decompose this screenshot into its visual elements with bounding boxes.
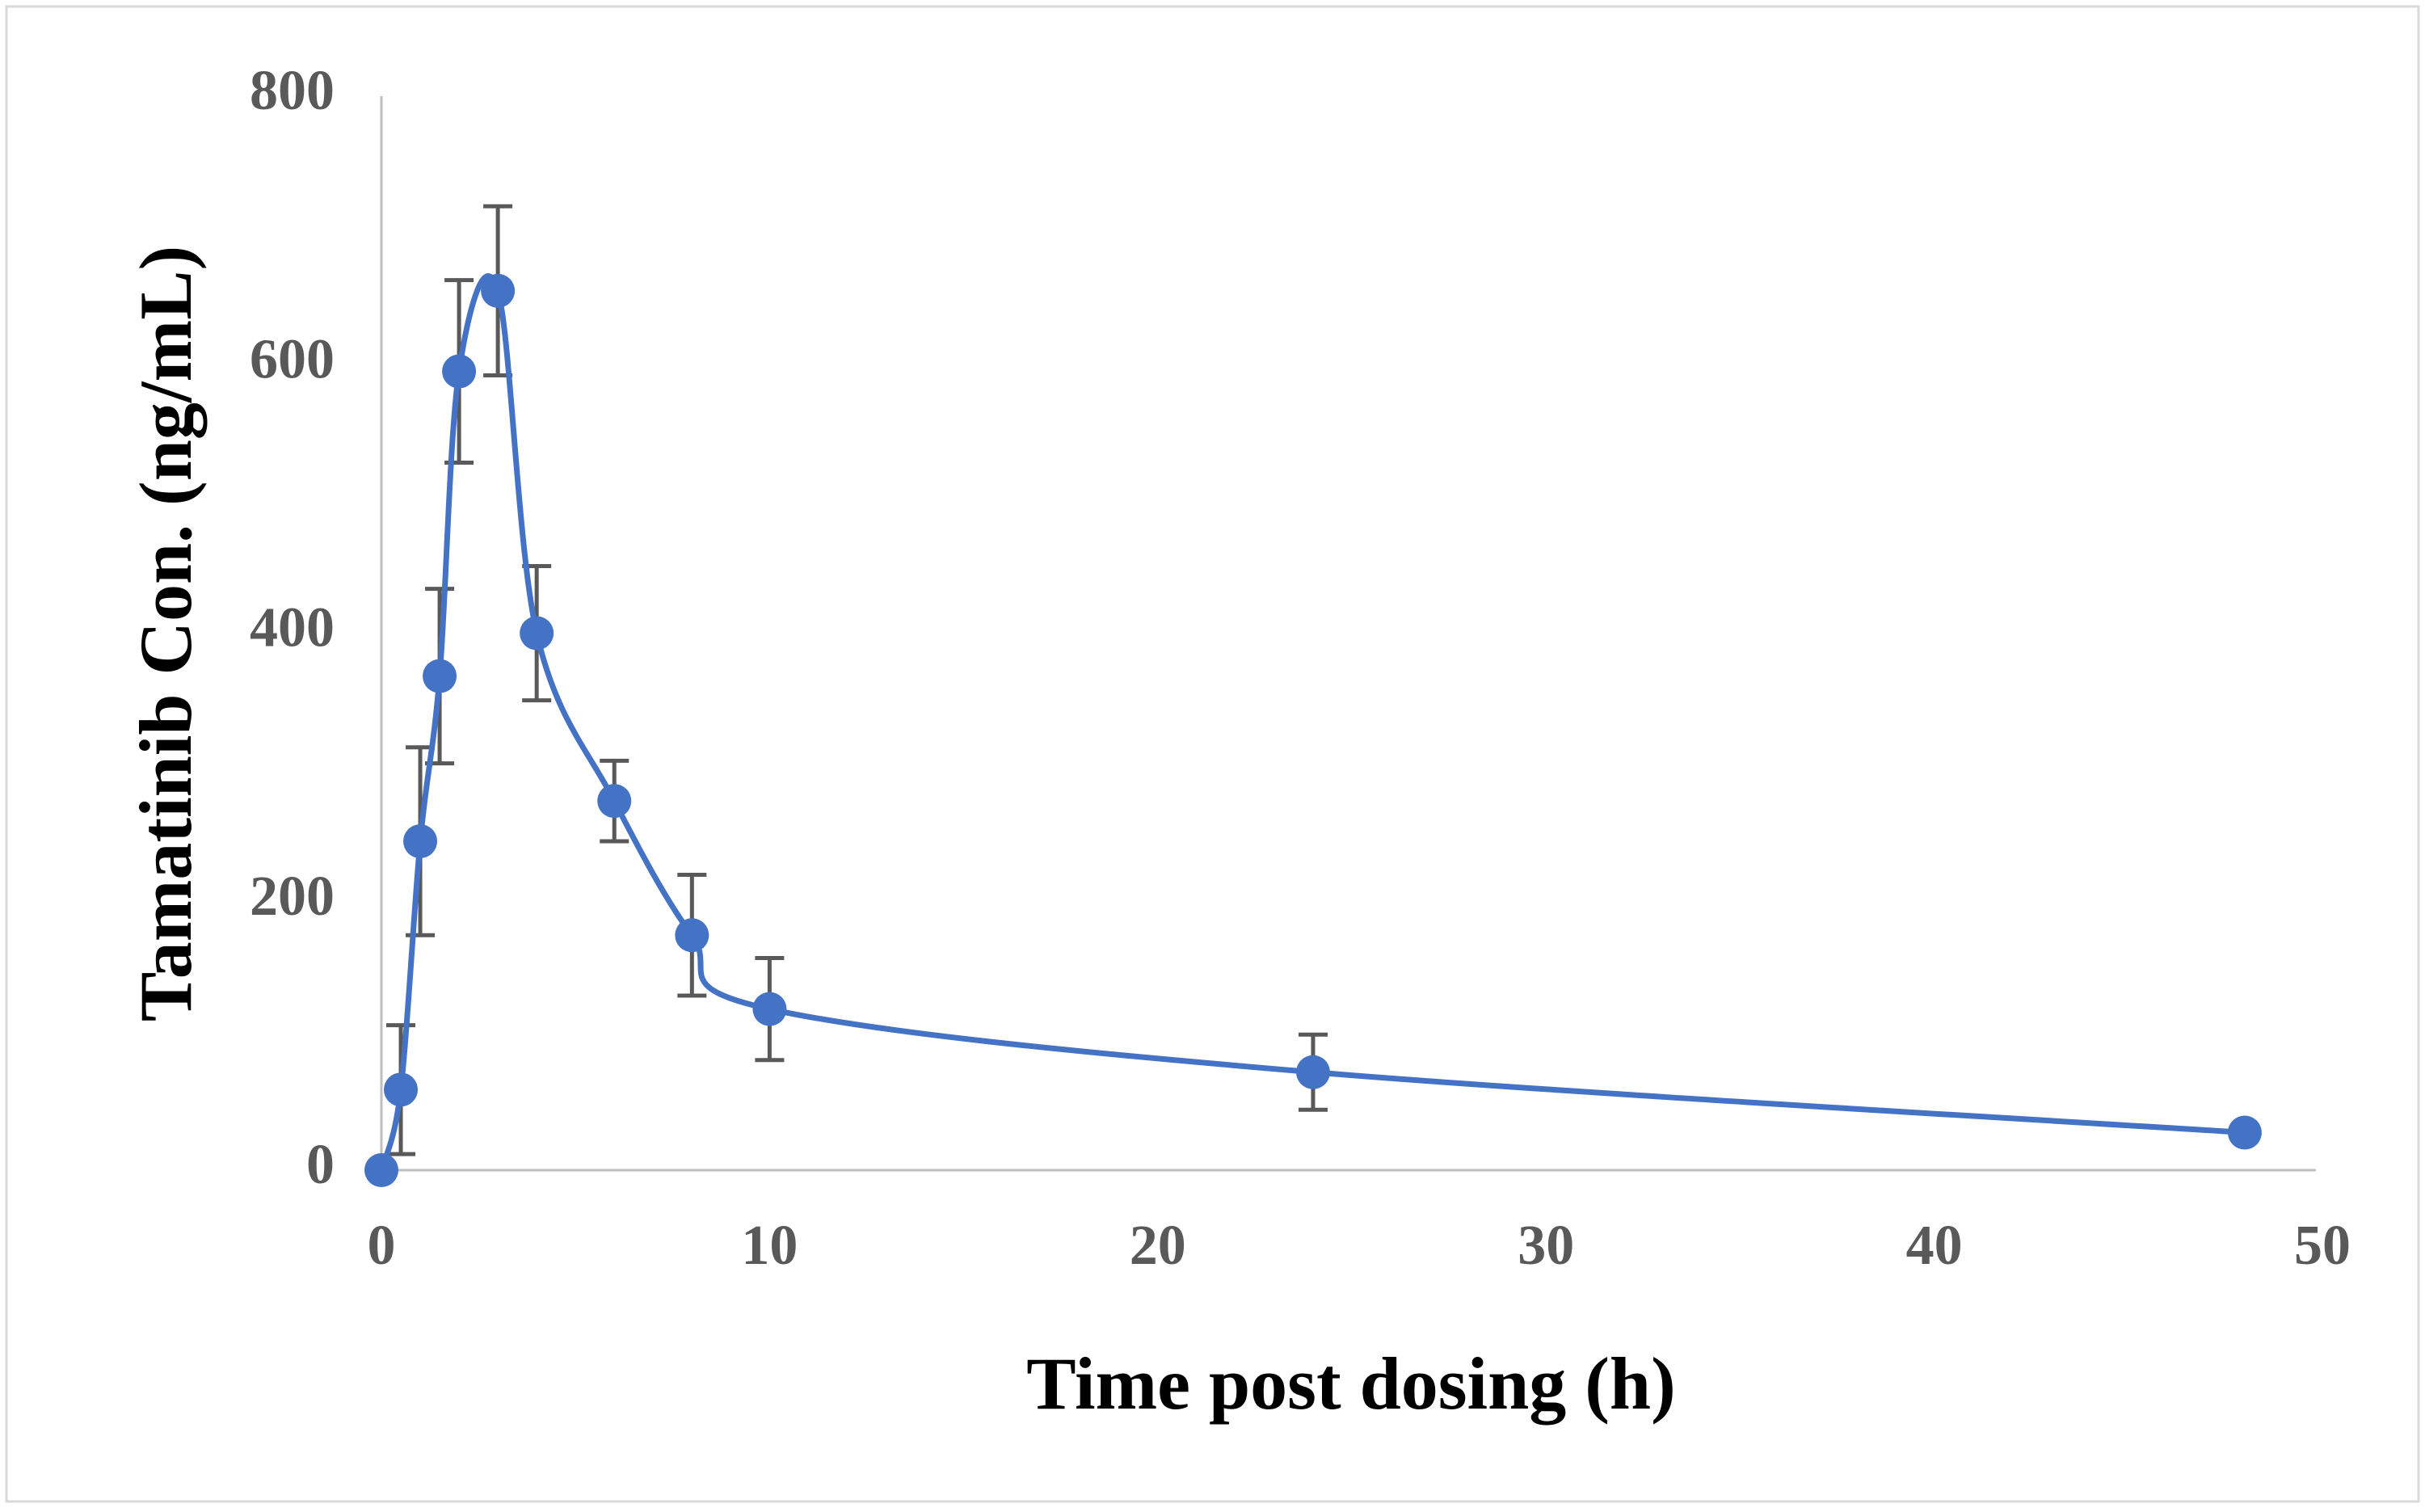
series-line xyxy=(378,273,2246,1171)
x-tick-label: 0 xyxy=(368,1215,396,1277)
x-tick-label: 10 xyxy=(741,1215,798,1277)
x-axis-title: Time post dosing (h) xyxy=(1026,1342,1675,1425)
data-point xyxy=(403,823,438,858)
data-point xyxy=(423,659,457,693)
y-axis-title: Tamatinib Con. (ng/mL) xyxy=(124,246,207,1021)
y-tick-label: 0 xyxy=(306,1134,335,1196)
data-point xyxy=(597,784,632,819)
x-tick-label: 20 xyxy=(1130,1215,1186,1277)
data-point xyxy=(520,616,554,651)
x-tick-label: 40 xyxy=(1906,1215,1963,1277)
data-point xyxy=(675,918,709,953)
y-tick-label: 200 xyxy=(250,866,335,928)
data-point xyxy=(2227,1115,2262,1150)
x-tick-label: 30 xyxy=(1518,1215,1574,1277)
y-tick-label: 400 xyxy=(250,597,335,659)
y-tick-label: 800 xyxy=(250,60,335,122)
chart-border xyxy=(5,5,2420,1503)
data-point xyxy=(752,992,787,1026)
y-tick-label: 600 xyxy=(250,328,335,390)
data-point xyxy=(384,1072,419,1107)
x-tick-label: 50 xyxy=(2294,1215,2351,1277)
data-point xyxy=(1295,1055,1330,1089)
data-point xyxy=(364,1153,398,1187)
data-point xyxy=(442,354,477,389)
data-point xyxy=(481,273,516,308)
